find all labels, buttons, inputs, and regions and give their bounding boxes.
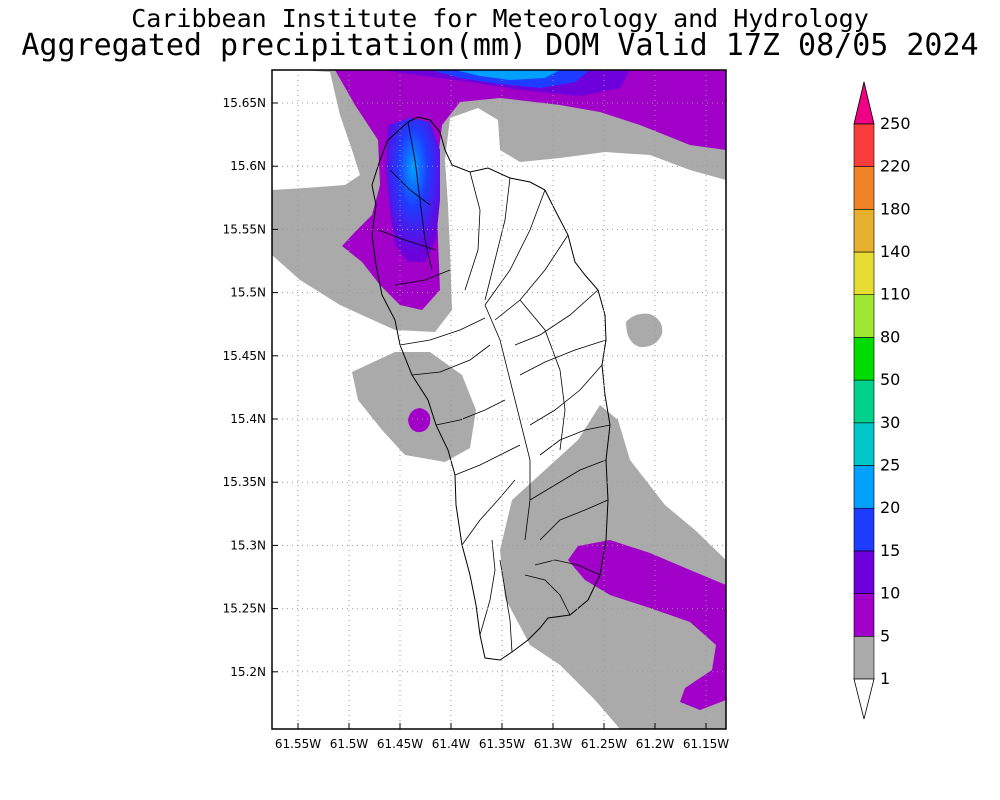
colorbar-segment	[853, 507, 875, 552]
colorbar-min-arrow	[853, 678, 875, 720]
colorbar-level-label: 50	[880, 370, 900, 389]
precip-5-10mm-southeast	[568, 540, 726, 710]
precip-20-25mm-top	[455, 70, 560, 80]
grid-lines	[272, 70, 726, 729]
colorbar-level-label: 220	[880, 157, 911, 176]
lat-tick-label: 15.6N	[230, 159, 266, 173]
lat-tick-label: 15.65N	[223, 96, 266, 110]
colorbar-segment	[853, 209, 875, 253]
lon-tick-label: 61.5W	[330, 737, 369, 751]
longitude-axis: 61.55W 61.5W 61.45W 61.4W 61.35W 61.3W 61.25W 6…	[275, 723, 729, 751]
colorbar-level-label: 1	[880, 669, 890, 688]
map-area	[271, 69, 727, 730]
lat-tick-label: 15.4N	[230, 412, 266, 426]
colorbar-level-label: 80	[880, 327, 900, 346]
colorbar-level-label: 15	[880, 541, 900, 560]
colorbar-level-label: 10	[880, 584, 900, 603]
precip-1-5mm-west	[352, 352, 476, 462]
colorbar-segment	[853, 294, 875, 338]
colorbar-level-label: 30	[880, 413, 900, 432]
colorbar-segment	[853, 593, 875, 637]
colorbar-level-label: 180	[880, 199, 911, 218]
colorbar-max-arrow	[853, 81, 875, 125]
lon-tick-label: 61.2W	[636, 737, 675, 751]
lat-tick-label: 15.45N	[223, 349, 266, 363]
colorbar-segment	[853, 422, 875, 466]
lat-tick-label: 15.2N	[230, 665, 266, 679]
lat-tick-label: 15.55N	[223, 222, 266, 236]
lon-tick-label: 61.35W	[479, 737, 525, 751]
lat-tick-label: 15.35N	[223, 475, 266, 489]
map-frame	[271, 69, 727, 730]
precipitation-fields	[272, 70, 726, 729]
lon-tick-label: 61.55W	[275, 737, 321, 751]
lat-tick-label: 15.3N	[230, 538, 266, 552]
lon-tick-label: 61.25W	[581, 737, 627, 751]
lon-tick-label: 61.3W	[534, 737, 573, 751]
precip-1-5mm-east-small	[626, 313, 663, 348]
colorbar-segment	[853, 166, 875, 210]
colorbar-level-label: 25	[880, 456, 900, 475]
chart-title: Caribbean Institute for Meteorology and …	[131, 4, 869, 33]
colorbar-segment	[853, 337, 875, 381]
chart-subtitle: Aggregated precipitation(mm) DOM Valid 1…	[21, 28, 979, 63]
lon-tick-label: 61.45W	[377, 737, 423, 751]
colorbar-level-label: 250	[880, 114, 911, 133]
latitude-axis: 15.65N 15.6N 15.55N 15.5N 15.45N 15.4N 15.35N 1…	[223, 96, 278, 679]
lon-tick-label: 61.4W	[432, 737, 471, 751]
colorbar-level-label: 20	[880, 498, 900, 517]
colorbar-segment	[853, 379, 875, 424]
lat-tick-label: 15.25N	[223, 602, 266, 616]
colorbar-segment	[853, 465, 875, 509]
colorbar-segment	[853, 251, 875, 296]
colorbar-level-label: 5	[880, 626, 890, 645]
precip-5-10mm-west-dot	[408, 408, 431, 433]
lon-tick-label: 61.15W	[683, 737, 729, 751]
colorbar-segment	[853, 123, 875, 167]
colorbar-segment	[853, 550, 875, 594]
lat-tick-label: 15.5N	[230, 286, 266, 300]
colorbar-level-label: 140	[880, 242, 911, 261]
colorbar-level-label: 110	[880, 285, 911, 304]
colorbar-segment	[853, 635, 875, 680]
